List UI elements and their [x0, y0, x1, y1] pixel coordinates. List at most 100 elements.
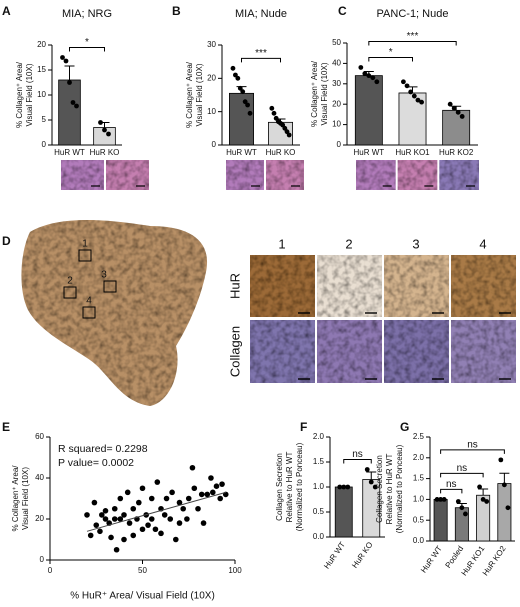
data-point	[139, 526, 146, 533]
data-point	[180, 505, 186, 512]
y-axis-label: % Collagen⁺ Area/	[185, 61, 194, 128]
y-axis-label: (Normalized to Ponceau)	[395, 444, 404, 533]
data-point	[210, 489, 216, 496]
x-tick-label: 100	[228, 566, 242, 575]
y-tick-label: 10	[332, 120, 341, 129]
data-point	[169, 489, 175, 496]
data-point	[126, 520, 133, 526]
y-axis-label: % Collagen⁺ Area/	[11, 465, 20, 532]
significance-bracket	[343, 459, 372, 464]
data-point	[204, 491, 211, 498]
x-tick-label: HuR WT	[419, 544, 444, 574]
y-axis-label: (Normalized to Ponceau)	[295, 442, 304, 531]
y-axis-label: % Collagen⁺ Area/	[310, 60, 319, 127]
region-label: 2	[67, 276, 73, 287]
y-axis-label: Visual Field (10X)	[195, 63, 204, 126]
significance-bracket	[69, 47, 105, 52]
y-tick-label: 30	[332, 79, 341, 88]
y-tick-label: 0	[212, 140, 217, 149]
data-point	[93, 522, 100, 528]
x-tick-label: HuR WT	[322, 540, 347, 570]
row-label: HuR	[227, 273, 242, 299]
y-axis-label: % Collagen⁺ Area/	[15, 61, 24, 128]
y-tick-label: 1.0	[313, 482, 325, 491]
data-point	[477, 484, 482, 490]
y-tick-label: 0	[337, 140, 342, 149]
significance-label: *	[85, 37, 89, 48]
histology-tile	[250, 255, 315, 317]
column-label: 2	[345, 236, 352, 251]
region-box	[82, 306, 96, 319]
data-point	[245, 102, 250, 108]
panel-letter: A	[2, 4, 11, 18]
region-label: 1	[82, 239, 88, 250]
data-point	[130, 505, 137, 512]
histology-image	[397, 160, 438, 190]
column-label: 3	[412, 236, 419, 251]
data-point	[447, 101, 453, 107]
data-point	[108, 534, 114, 541]
data-point	[337, 484, 343, 490]
error-bar	[64, 65, 75, 80]
histology-tile	[317, 320, 382, 383]
x-tick-label: HuR WT	[353, 148, 384, 157]
y-axis-label: Visual Field (10X)	[320, 62, 329, 125]
y-tick-label: 50	[332, 38, 341, 47]
histology-image	[226, 160, 264, 190]
significance-bracket	[440, 472, 484, 478]
histology-image	[266, 160, 304, 190]
x-tick-label: 0	[48, 566, 53, 575]
data-point	[117, 495, 124, 502]
data-point	[415, 97, 421, 103]
significance-label: ns	[457, 463, 468, 474]
chart-title: MIA; Nude	[235, 8, 287, 20]
data-point	[154, 479, 161, 485]
data-point	[111, 505, 118, 512]
data-point	[158, 530, 164, 537]
x-tick-label: HuR KO	[90, 148, 120, 157]
tissue-section	[21, 220, 208, 406]
data-point	[484, 499, 490, 504]
y-tick-label: 2.0	[413, 453, 425, 462]
data-point	[242, 99, 248, 105]
histology-tile	[451, 320, 516, 383]
bar	[433, 498, 448, 542]
data-point	[63, 58, 69, 64]
x-tick-label: HuR WT	[226, 148, 257, 157]
data-point	[230, 65, 236, 71]
data-point	[419, 99, 424, 105]
significance-label: ns	[467, 440, 478, 451]
data-point	[451, 105, 457, 111]
data-point	[74, 103, 79, 109]
data-point	[480, 497, 486, 502]
data-point	[366, 73, 372, 79]
data-point	[364, 467, 370, 472]
data-point	[148, 516, 155, 522]
bar	[354, 75, 383, 146]
y-axis-label: Relative to HuR WT	[385, 454, 394, 525]
data-point	[362, 71, 368, 76]
data-point	[124, 489, 131, 496]
data-point	[455, 499, 461, 504]
error-bar	[478, 488, 489, 496]
histology-tile	[451, 255, 516, 317]
y-tick-label: 20	[35, 514, 44, 523]
panel-letter: G	[400, 420, 409, 434]
x-tick-label: HuR KO1	[395, 148, 430, 157]
error-bar	[366, 471, 377, 480]
y-tick-label: 5	[42, 115, 47, 124]
row-label: Collagen	[227, 326, 242, 377]
data-point	[102, 516, 109, 522]
data-point	[121, 512, 127, 518]
significance-bracket	[440, 488, 463, 494]
bar	[334, 486, 353, 538]
y-tick-label: 0.5	[313, 507, 325, 516]
x-tick-label: HuR WT	[54, 148, 85, 157]
data-point	[148, 495, 155, 502]
data-point	[84, 512, 90, 518]
region-box	[103, 280, 117, 293]
histology-tile	[250, 320, 315, 383]
y-axis-label: Visual Field (10X)	[21, 467, 30, 530]
y-tick-label: 0.0	[313, 532, 325, 541]
histology-image	[61, 160, 104, 190]
